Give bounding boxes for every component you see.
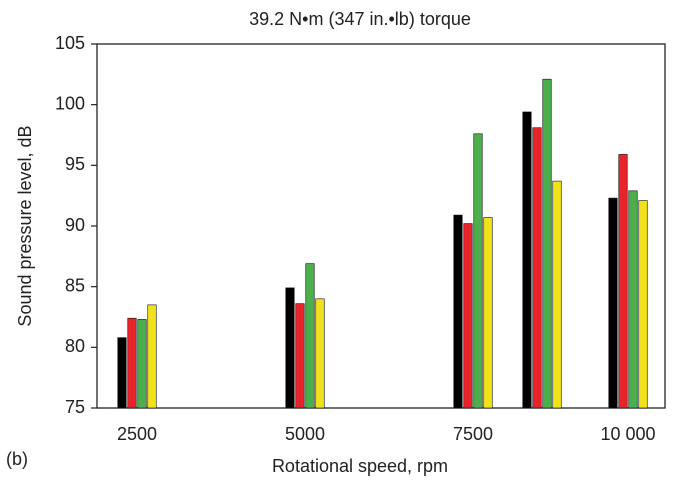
bar [483, 217, 493, 409]
y-tick-label: 90 [65, 215, 85, 235]
bar [315, 298, 325, 409]
x-tick-label: 7500 [453, 424, 493, 444]
y-tick-label: 100 [55, 93, 85, 113]
chart-title: 39.2 N•m (347 in.•lb) torque [249, 9, 471, 29]
bar [295, 303, 305, 409]
x-tick-label: 5000 [285, 424, 325, 444]
bar [147, 304, 157, 409]
bar [463, 223, 473, 409]
bar [532, 127, 542, 409]
bar [628, 190, 638, 409]
bar [473, 133, 483, 409]
panel-label: (b) [6, 449, 28, 469]
bar [127, 317, 137, 409]
bar [542, 78, 552, 409]
y-tick-label: 105 [55, 33, 85, 53]
y-tick-label: 80 [65, 336, 85, 356]
bar [552, 180, 562, 409]
y-tick-label: 85 [65, 275, 85, 295]
x-axis-label: Rotational speed, rpm [272, 456, 448, 476]
y-tick-label: 75 [65, 397, 85, 417]
x-tick-label: 10 000 [600, 424, 655, 444]
y-tick-label: 95 [65, 154, 85, 174]
bar [453, 214, 463, 409]
bar [638, 200, 648, 409]
bar [305, 263, 315, 409]
bar [618, 154, 628, 409]
bar [285, 287, 295, 409]
bar [117, 337, 127, 409]
bar [522, 111, 532, 409]
bar [137, 319, 147, 409]
y-axis-label: Sound pressure level, dB [15, 125, 35, 326]
x-tick-label: 2500 [117, 424, 157, 444]
bar [608, 197, 618, 409]
plot-frame [96, 43, 666, 409]
